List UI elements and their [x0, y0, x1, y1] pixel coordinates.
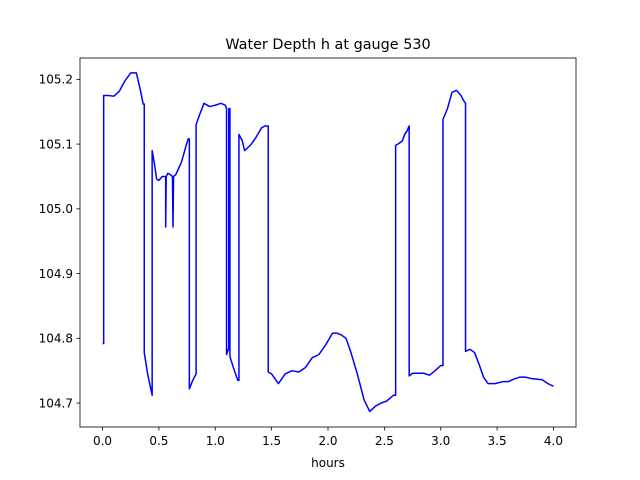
x-axis-ticks: 0.0 0.5 1.0 1.5 2.0 2.5 3.0 3.5 4.0: [93, 427, 563, 448]
x-axis-label: hours: [311, 456, 345, 470]
y-tick-label: 105.2: [39, 73, 73, 87]
x-tick-label: 3.5: [488, 434, 507, 448]
x-tick-label: 0.0: [93, 434, 112, 448]
x-tick-label: 3.0: [431, 434, 450, 448]
series-line: [102, 72, 554, 413]
y-axis-ticks: 104.7 104.8 104.9 105.0 105.1 105.2: [39, 73, 80, 410]
x-tick-label: 2.0: [318, 434, 337, 448]
plot-area: [102, 72, 554, 413]
y-tick-label: 105.0: [39, 202, 73, 216]
x-tick-label: 2.5: [375, 434, 394, 448]
y-tick-label: 104.8: [39, 332, 73, 346]
y-tick-label: 105.1: [39, 137, 73, 151]
x-tick-label: 4.0: [544, 434, 563, 448]
chart-title: Water Depth h at gauge 530: [225, 37, 430, 53]
x-tick-label: 1.0: [206, 434, 225, 448]
y-tick-label: 104.7: [39, 396, 73, 410]
x-tick-label: 0.5: [149, 434, 168, 448]
x-tick-label: 1.5: [262, 434, 281, 448]
y-tick-label: 104.9: [39, 267, 73, 281]
